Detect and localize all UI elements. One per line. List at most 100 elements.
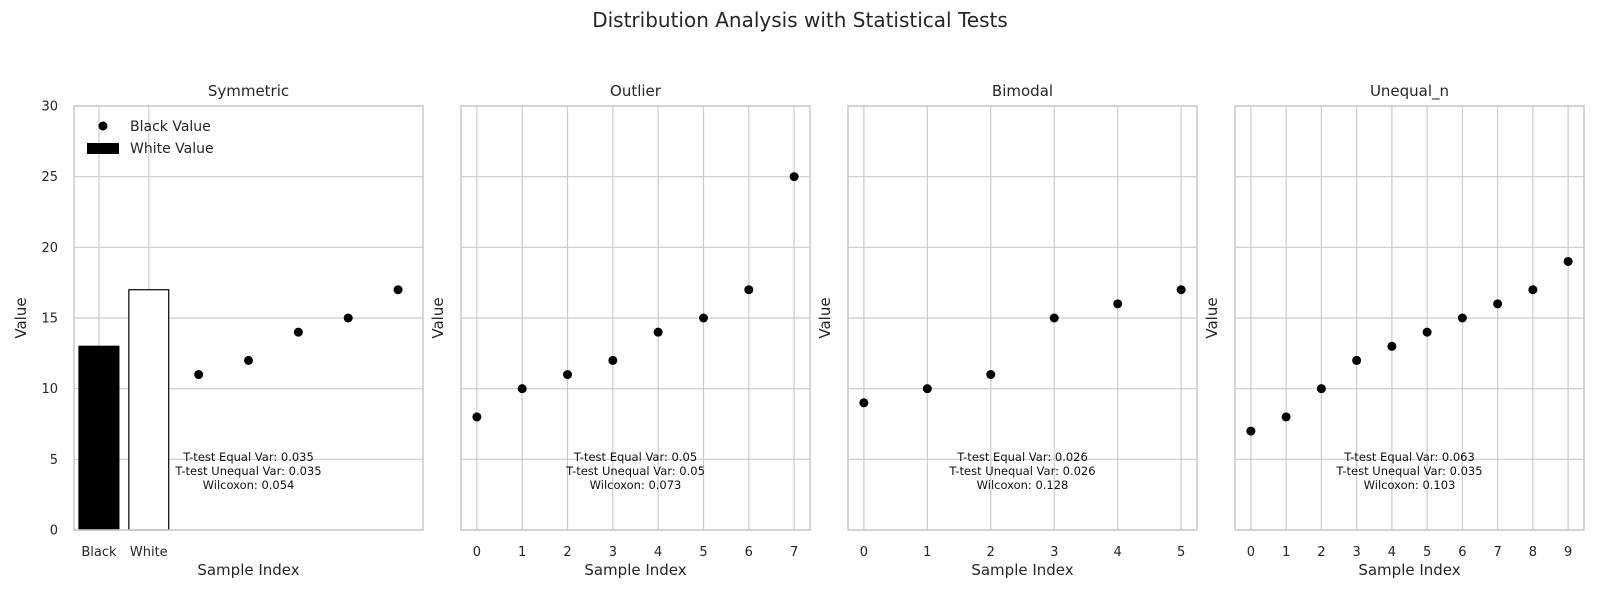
- panel-title: Outlier: [610, 82, 662, 100]
- x-axis-label: Sample Index: [971, 561, 1073, 579]
- legend-label-white-value: White Value: [130, 141, 214, 157]
- x-axis-label: Sample Index: [197, 561, 299, 579]
- data-point: [517, 384, 527, 394]
- data-point: [859, 398, 869, 408]
- axes-frame: [460, 105, 811, 531]
- stat-annotation: T-test Equal Var: 0.035: [182, 450, 314, 464]
- x-tick-label: 5: [699, 545, 707, 560]
- panel-bimodal: Bimodal 0 1 2 3 4 5 Sample Index Value T-test Equ…: [816, 82, 1198, 579]
- stat-annotation: T-test Unequal Var: 0.05: [565, 464, 705, 478]
- legend-marker-black-value: [98, 121, 108, 131]
- data-point: [1281, 412, 1291, 422]
- x-tick-label: 7: [1493, 545, 1501, 560]
- x-tick-label: 3: [1352, 545, 1360, 560]
- x-tick-label: 3: [1050, 545, 1058, 560]
- x-tick-label: 2: [563, 545, 571, 560]
- panel-symmetric: Symmetric 0 5 10 15 20 25 30 Black White Sample In…: [12, 82, 424, 579]
- x-tick-label: Black: [81, 545, 117, 560]
- stat-annotation: Wilcoxon: 0.128: [977, 478, 1069, 492]
- data-point: [1563, 256, 1573, 266]
- panel-outlier: Outlier 0 1 2 3 4 5 6 7 Sample Index Value T-test E…: [429, 82, 811, 579]
- stat-annotation: Wilcoxon: 0.054: [203, 478, 295, 492]
- data-point: [1113, 299, 1123, 309]
- stat-annotation: T-test Equal Var: 0.026: [956, 450, 1088, 464]
- data-point: [472, 412, 482, 422]
- x-tick-label: 5: [1423, 545, 1431, 560]
- bar-white: [128, 289, 170, 531]
- axes-frame: [1234, 105, 1585, 531]
- stat-annotation: T-test Unequal Var: 0.035: [1335, 464, 1482, 478]
- data-point: [608, 355, 618, 365]
- data-point: [1457, 313, 1467, 323]
- x-tick-label: 5: [1177, 545, 1185, 560]
- panel-title: Bimodal: [992, 82, 1053, 100]
- x-tick-label: 2: [1317, 545, 1325, 560]
- y-tick-label: 30: [41, 100, 58, 115]
- y-tick-label: 20: [41, 241, 58, 256]
- x-tick-label: 0: [860, 545, 868, 560]
- data-point: [1387, 341, 1397, 351]
- x-tick-label: 0: [1247, 545, 1255, 560]
- data-point: [343, 313, 353, 323]
- data-point: [1422, 327, 1432, 337]
- bar-black: [78, 345, 120, 531]
- stat-annotation: Wilcoxon: 0.073: [590, 478, 682, 492]
- x-tick-label: 1: [518, 545, 526, 560]
- data-point: [244, 355, 253, 365]
- data-point: [986, 370, 996, 380]
- data-point: [563, 370, 573, 380]
- x-axis-label: Sample Index: [1358, 561, 1460, 579]
- x-tick-label: 8: [1529, 545, 1537, 560]
- data-point: [1316, 384, 1326, 394]
- legend: Black Value White Value: [87, 119, 214, 157]
- y-tick-label: 25: [41, 170, 58, 185]
- x-tick-label: 7: [790, 545, 798, 560]
- x-tick-label: 3: [609, 545, 617, 560]
- panel-title: Unequal_n: [1370, 82, 1449, 101]
- data-point: [393, 285, 403, 295]
- data-point: [922, 384, 932, 394]
- y-axis-label: Value: [816, 297, 834, 338]
- data-point: [194, 370, 204, 380]
- legend-label-black-value: Black Value: [130, 119, 211, 135]
- x-tick-label: 1: [1282, 545, 1290, 560]
- stat-annotation: T-test Unequal Var: 0.026: [948, 464, 1095, 478]
- data-point: [744, 285, 754, 295]
- figure-title: Distribution Analysis with Statistical T…: [592, 8, 1008, 32]
- y-tick-label: 15: [41, 312, 58, 327]
- x-tick-label: 4: [1388, 545, 1396, 560]
- data-point: [1352, 355, 1362, 365]
- x-tick-label: 6: [745, 545, 753, 560]
- x-tick-label: 0: [473, 545, 481, 560]
- y-axis-label: Value: [1203, 297, 1221, 338]
- data-point: [1493, 299, 1503, 309]
- data-point: [698, 313, 708, 323]
- x-tick-label: 9: [1564, 545, 1572, 560]
- y-tick-label: 0: [50, 524, 58, 539]
- x-tick-label: 2: [987, 545, 995, 560]
- y-tick-label: 10: [41, 382, 58, 397]
- x-tick-label: 4: [1114, 545, 1122, 560]
- data-point: [1246, 426, 1256, 436]
- stat-annotation: Wilcoxon: 0.103: [1364, 478, 1456, 492]
- stat-annotation: T-test Equal Var: 0.063: [1343, 450, 1475, 464]
- axes-frame: [847, 105, 1198, 531]
- data-point: [789, 172, 799, 182]
- x-axis-label: Sample Index: [584, 561, 686, 579]
- y-axis-label: Value: [429, 297, 447, 338]
- axes-frame: [73, 105, 424, 531]
- panel-title: Symmetric: [208, 82, 289, 100]
- stat-annotation: T-test Unequal Var: 0.035: [174, 464, 321, 478]
- x-tick-label: 1: [923, 545, 931, 560]
- x-tick-label: 4: [654, 545, 662, 560]
- data-point: [1049, 313, 1059, 323]
- data-point: [293, 327, 303, 337]
- data-point: [1176, 285, 1186, 295]
- data-point: [1528, 285, 1538, 295]
- x-tick-label: White: [130, 545, 168, 560]
- x-tick-label: 6: [1458, 545, 1466, 560]
- y-tick-label: 5: [50, 453, 58, 468]
- y-axis-label: Value: [12, 297, 30, 338]
